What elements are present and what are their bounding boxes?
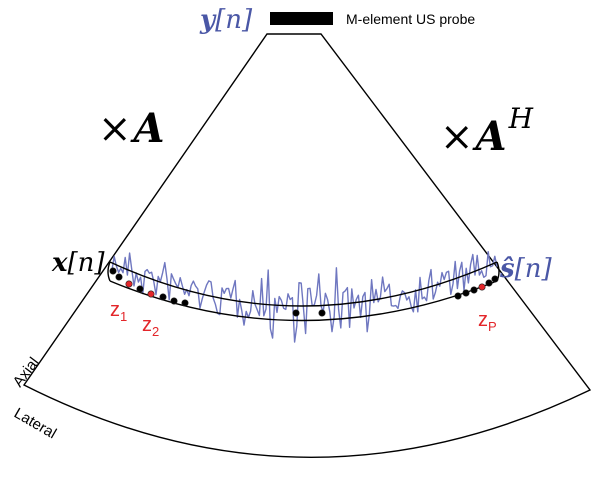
z1-base: z: [110, 299, 120, 321]
scatterer-dot: [485, 279, 493, 287]
scatterer-dot: [491, 275, 499, 283]
scatterer-dot: [125, 280, 133, 288]
s-hat-signal-label: ŝ[n]: [499, 254, 553, 284]
scatterer-label-zp: zP: [478, 309, 497, 334]
adjoint-superscript: H: [508, 102, 534, 135]
scatterer-dot: [454, 292, 462, 300]
scatterer-dot: [170, 297, 178, 305]
forward-matrix-symbol: A: [130, 105, 165, 152]
scatterer-label-z2: z2: [142, 314, 159, 339]
scatterer-dot: [115, 273, 123, 281]
focal-band-outer-arc: [109, 261, 498, 307]
scatterer-points: [109, 267, 499, 317]
axial-axis-label: Axial: [10, 354, 43, 390]
imaging-sector-outline: [22, 33, 591, 458]
forward-operator: ×A: [98, 105, 165, 152]
scatterer-dot: [462, 289, 470, 297]
probe-label: M-element US probe: [346, 11, 475, 27]
scatterer-dot: [292, 309, 300, 317]
scatterer-dot: [318, 309, 326, 317]
scatterer-dot: [181, 299, 189, 307]
adjoint-operator: ×AH: [440, 102, 534, 160]
z1-subscript: 1: [120, 309, 127, 324]
scatterer-dot: [470, 286, 478, 294]
y-signal-label: y[n]: [199, 5, 253, 35]
adjoint-matrix-symbol: A: [472, 113, 507, 160]
scatterer-dot: [136, 285, 144, 293]
scatterer-dot: [109, 267, 117, 275]
s-hat-index: [n]: [515, 254, 553, 284]
y-index: [n]: [215, 5, 253, 35]
reconstructed-rf-trace: [111, 250, 498, 343]
scatterer-dot: [159, 293, 167, 301]
scatterer-dot: [147, 290, 155, 298]
z2-base: z: [142, 314, 152, 336]
z2-subscript: 2: [152, 324, 159, 339]
x-symbol: x: [51, 248, 68, 278]
scatterer-dot: [478, 283, 486, 291]
zp-base: z: [478, 309, 488, 331]
us-probe-element-bar: [270, 12, 333, 25]
forward-times-symbol: ×: [98, 106, 132, 152]
zp-subscript: P: [488, 319, 497, 334]
x-signal-label: x[n]: [51, 248, 105, 278]
lateral-axis-label: Lateral: [11, 405, 59, 443]
focal-band-left-cap: [107, 261, 111, 282]
adjoint-times-symbol: ×: [440, 114, 474, 160]
s-hat-symbol: ŝ: [499, 254, 515, 284]
scatterer-label-z1: z1: [110, 299, 127, 324]
x-index: [n]: [68, 248, 106, 278]
y-symbol: y: [199, 5, 217, 35]
